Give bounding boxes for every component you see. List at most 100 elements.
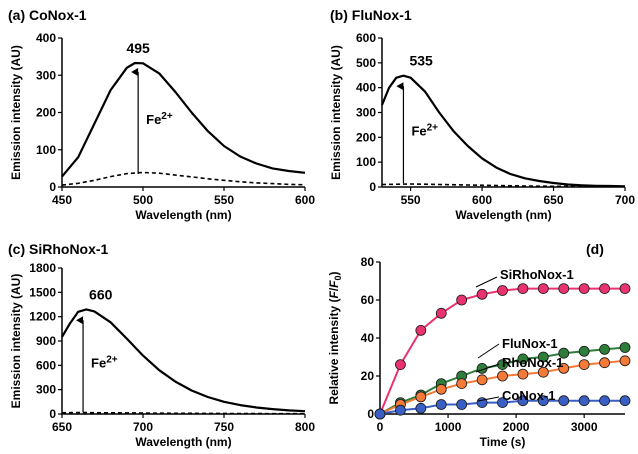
data-point [537,366,549,378]
data-point [476,374,488,386]
x-tick-label: 650 [544,193,564,207]
data-point [599,343,610,355]
x-tick-label: 1000 [435,420,462,434]
fe-symbol: Fe [91,355,106,370]
data-point [619,355,631,367]
x-tick-label: 650 [52,420,72,434]
x-tick-label: 750 [214,420,234,434]
y-tick-label: 80 [361,255,375,269]
x-axis-label: Time (s) [480,435,526,449]
y-tick-label: 0 [367,407,374,421]
fe-label: Fe2+ [91,354,118,370]
panel-name: FluNox-1 [352,7,412,23]
series-label: RhoNox-1 [502,355,563,370]
y-tick-label: 1200 [29,310,56,324]
chart-panel-d: (d) 0 20 40 60 80 0 1000 2000 3000 Time (s) Relativ… [327,241,631,449]
panel-letter: (c) [8,241,29,257]
y-axis-label-part: F [327,280,341,288]
y-tick-label: 20 [361,369,375,383]
peak-label: 535 [409,53,433,69]
data-point [578,395,590,407]
chart-panel-c: (c) SiRhoNox-1 0 300 600 900 1200 1500 1800 650 7… [8,241,315,449]
panel-letter: (b) [330,7,352,23]
series-line-solid [380,74,626,188]
x-axis-label: Wavelength (nm) [135,435,231,449]
y-tick-label: 400 [36,31,56,45]
y-tick-label: 100 [36,143,56,157]
y-axis-label: Emission intensity (AU) [329,45,343,180]
x-tick-label: 500 [133,193,153,207]
x-tick-label: 0 [377,420,384,434]
data-point [578,359,590,371]
y-tick-label: 0 [369,180,376,194]
y-tick-label: 900 [36,334,56,348]
peak-label: 660 [89,286,113,302]
data-point [619,395,631,407]
x-tick-label: 3000 [571,420,598,434]
series-label: FluNox-1 [502,336,558,351]
data-point [578,283,590,295]
x-tick-label: 600 [472,193,492,207]
data-point [537,351,549,363]
data-point [517,368,529,380]
x-tick-label: 550 [214,193,234,207]
data-point [537,395,549,407]
chart-panel-b: (b) FluNox-1 0 100 200 300 400 500 600 550 600 650… [329,7,635,222]
data-point [456,294,468,306]
data-point [537,283,549,295]
data-point [456,378,468,390]
y-tick-label: 1800 [29,261,56,275]
series-line-dashed [381,183,626,188]
y-tick-label: 200 [36,106,56,120]
fe-label: Fe2+ [411,123,438,139]
y-tick-label: 300 [36,383,56,397]
x-tick-label: 550 [401,193,421,207]
data-point [497,285,508,296]
y-axis-label-part: ) [327,271,341,275]
panel-letter: (a) [8,7,29,23]
panel-title: (c) SiRhoNox-1 [8,241,109,257]
label-leader [475,276,498,288]
panel-name: CoNox-1 [29,7,87,23]
fe-charge: 2+ [427,123,439,134]
data-point [476,288,488,300]
series-line-solid [61,308,306,413]
fe-charge: 2+ [106,354,118,365]
x-tick-label: 700 [133,420,153,434]
data-point [415,324,427,336]
y-tick-label: 200 [356,130,376,144]
data-point [435,399,447,410]
data-point [517,395,529,407]
data-point [558,362,570,374]
data-point [558,283,570,295]
y-tick-label: 100 [356,155,376,169]
fe-symbol: Fe [411,124,426,139]
x-axis-label: Wavelength (nm) [135,208,231,222]
y-axis-label-part: 0 [333,275,343,280]
y-tick-label: 300 [356,106,376,120]
data-point [456,399,468,410]
panel-name: SiRhoNox-1 [29,241,109,257]
data-point [517,283,529,295]
data-point [435,383,447,395]
data-point [395,404,406,416]
series-line-dashed [61,171,306,186]
panel-letter: (d) [586,241,604,257]
data-point [517,353,529,365]
series-label: SiRhoNox-1 [500,267,574,282]
data-point [415,402,427,414]
panel-title: (a) CoNox-1 [8,7,87,23]
data-point [558,395,570,407]
label-leader [477,343,500,359]
x-tick-label: 600 [295,193,315,207]
y-tick-label: 500 [356,56,376,70]
data-point [374,408,386,420]
series-line-dashed [61,411,306,415]
label-leader [475,363,500,373]
x-axis-label: Wavelength (nm) [455,208,551,222]
y-tick-label: 60 [361,293,375,307]
y-tick-label: 0 [49,407,56,421]
data-point [497,397,508,409]
y-axis-label: Emission intensity (AU) [9,274,23,409]
